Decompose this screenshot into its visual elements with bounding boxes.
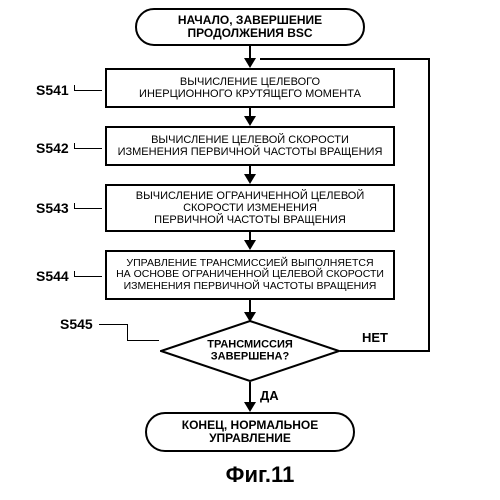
label-s543: S543: [36, 200, 69, 216]
label-s544: S544: [36, 268, 69, 284]
process-s542: ВЫЧИСЛЕНИЕ ЦЕЛЕВОЙ СКОРОСТИИЗМЕНЕНИЯ ПЕР…: [105, 126, 395, 166]
process-s543: ВЫЧИСЛЕНИЕ ОГРАНИЧЕННОЙ ЦЕЛЕВОЙСКОРОСТИ …: [105, 184, 395, 232]
process-s541: ВЫЧИСЛЕНИЕ ЦЕЛЕВОГОИНЕРЦИОННОГО КРУТЯЩЕГ…: [105, 68, 395, 108]
edge-no: НЕТ: [362, 330, 388, 345]
label-s542: S542: [36, 140, 69, 156]
start-text: НАЧАЛО, ЗАВЕРШЕНИЕПРОДОЛЖЕНИЯ BSC: [178, 14, 322, 40]
flowchart-canvas: НАЧАЛО, ЗАВЕРШЕНИЕПРОДОЛЖЕНИЯ BSC ВЫЧИСЛ…: [0, 0, 500, 500]
s542-text: ВЫЧИСЛЕНИЕ ЦЕЛЕВОЙ СКОРОСТИИЗМЕНЕНИЯ ПЕР…: [118, 134, 383, 158]
label-s545: S545: [60, 316, 93, 332]
end-terminator: КОНЕЦ, НОРМАЛЬНОЕУПРАВЛЕНИЕ: [145, 412, 355, 452]
s541-text: ВЫЧИСЛЕНИЕ ЦЕЛЕВОГОИНЕРЦИОННОГО КРУТЯЩЕГ…: [139, 76, 361, 100]
label-s541: S541: [36, 82, 69, 98]
s544-text: УПРАВЛЕНИЕ ТРАНСМИССИЕЙ ВЫПОЛНЯЕТСЯНА ОС…: [116, 258, 384, 293]
process-s544: УПРАВЛЕНИЕ ТРАНСМИССИЕЙ ВЫПОЛНЯЕТСЯНА ОС…: [105, 250, 395, 300]
s543-text: ВЫЧИСЛЕНИЕ ОГРАНИЧЕННОЙ ЦЕЛЕВОЙСКОРОСТИ …: [136, 190, 365, 226]
start-terminator: НАЧАЛО, ЗАВЕРШЕНИЕПРОДОЛЖЕНИЯ BSC: [135, 8, 365, 46]
end-text: КОНЕЦ, НОРМАЛЬНОЕУПРАВЛЕНИЕ: [182, 419, 318, 445]
decision-s545: ТРАНСМИССИЯЗАВЕРШЕНА?: [160, 320, 340, 382]
figure-caption: Фиг.11: [200, 462, 320, 488]
decision-text: ТРАНСМИССИЯЗАВЕРШЕНА?: [207, 339, 293, 362]
edge-yes: ДА: [260, 388, 279, 403]
